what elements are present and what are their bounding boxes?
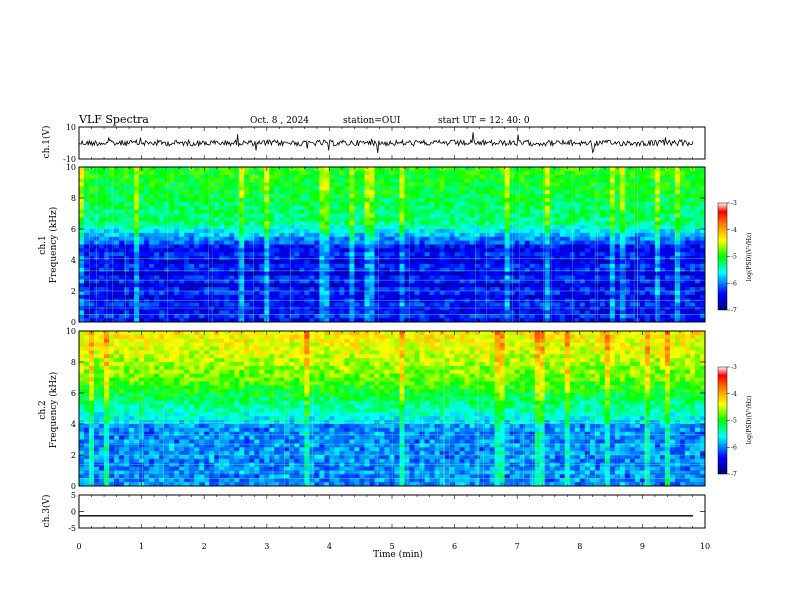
ch1-waveform-panel: 10 -10 — [63, 123, 706, 164]
ch1-spectrogram-ytick-label: 4 — [71, 256, 76, 265]
ch2-colorbar-tick-label: -5 — [731, 418, 737, 425]
ch3-waveform-ytick-label: 5 — [71, 491, 76, 500]
x-axis-ticks: 0 1 2 3 4 5 6 7 8 9 10 — [76, 542, 710, 551]
ch2-colorbar-tick-label: -4 — [731, 391, 737, 398]
ch2-spectrogram-ytick-label: 10 — [66, 327, 76, 336]
ch2-spectrogram-ytick-label: 4 — [71, 420, 76, 429]
ch2-colorbar-tick-label: -7 — [731, 471, 737, 478]
ch2-spectrogram-ytick-label: 8 — [71, 358, 76, 367]
x-tick-label: 9 — [640, 542, 645, 551]
x-tick-label: 2 — [202, 542, 207, 551]
ch2-spectrogram-ytick-label: 2 — [71, 451, 76, 460]
ch1-spectrogram-cells — [79, 167, 706, 323]
x-tick-label: 10 — [700, 542, 710, 551]
x-axis-title: Time (min) — [373, 549, 423, 560]
ch2-spectrogram-ytick-label: 0 — [71, 482, 76, 491]
ch2-spectrogram-ytick-label: 6 — [71, 389, 76, 398]
station-label: station=OUI — [343, 116, 401, 126]
ch3-voltage-ylabel: ch.3(V) — [41, 495, 52, 528]
ch1-waveform-ytick-label: 10 — [66, 123, 76, 132]
ch2-colorbar — [717, 366, 728, 475]
x-tick-label: 1 — [139, 542, 144, 551]
ch1-spectrogram-ytick-label: 10 — [66, 163, 76, 172]
x-tick-label: 8 — [577, 542, 582, 551]
ch1-spectrogram-ytick-label: 6 — [71, 225, 76, 234]
ch1-spectrogram-panel: 0 2 4 6 8 10 -3 -4 -5 -6 -7 — [66, 163, 737, 327]
ch1-colorbar — [717, 202, 728, 311]
ch1-voltage-ylabel: ch.1(V) — [41, 126, 52, 159]
ch2-spec-ylabel-line1: ch.2 — [38, 400, 48, 419]
ch1-colorbar-tick-label: -3 — [731, 200, 737, 207]
ch1-colorbar-tick-label: -5 — [731, 254, 737, 261]
ch2-spec-ylabel-line2: Frequency (kHz) — [48, 372, 59, 449]
ch2-spectrogram-panel: 0 2 4 6 8 10 -3 -4 -5 -6 -7 — [66, 327, 737, 491]
ch1-colorbar-tick-label: -4 — [731, 227, 737, 234]
ch2-colorbar-tick-label: -3 — [731, 364, 737, 371]
ch1-spec-ylabel-line1: ch.1 — [38, 235, 48, 254]
x-tick-label: 3 — [264, 542, 269, 551]
start-time-label: start UT = 12: 40: 0 — [438, 116, 530, 126]
ch1-waveform-trace — [78, 132, 694, 154]
ch1-spec-ylabel-line2: Frequency (kHz) — [48, 207, 59, 284]
x-tick-label: 0 — [76, 542, 81, 551]
ch1-spectrogram-ytick-label: 0 — [71, 318, 76, 327]
x-tick-label: 5 — [389, 542, 394, 551]
date-label: Oct. 8 , 2024 — [250, 116, 309, 126]
ch2-colorbar-label: log(PSD)(V²/Hz) — [746, 396, 753, 445]
ch1-waveform-ytick-label: -10 — [63, 155, 76, 164]
x-tick-label: 6 — [452, 542, 457, 551]
ch3-waveform-panel: 5 0 -5 — [68, 491, 706, 533]
ch2-colorbar-tick-label: -6 — [731, 444, 737, 451]
ch1-colorbar-tick-label: -6 — [731, 280, 737, 287]
x-tick-label: 7 — [515, 542, 520, 551]
ch1-spectrogram-ytick-label: 2 — [71, 287, 76, 296]
ch3-waveform-frame — [78, 494, 706, 529]
x-tick-label: 4 — [327, 542, 332, 551]
ch1-colorbar-label: log(PSD)(V²/Hz) — [746, 233, 753, 282]
figure-title: VLF Spectra — [78, 113, 149, 126]
ch1-spectrogram-ytick-label: 8 — [71, 194, 76, 203]
ch3-waveform-ytick-label: -5 — [68, 524, 76, 533]
ch1-colorbar-tick-label: -7 — [731, 307, 737, 314]
ch3-waveform-ytick-label: 0 — [71, 508, 76, 517]
